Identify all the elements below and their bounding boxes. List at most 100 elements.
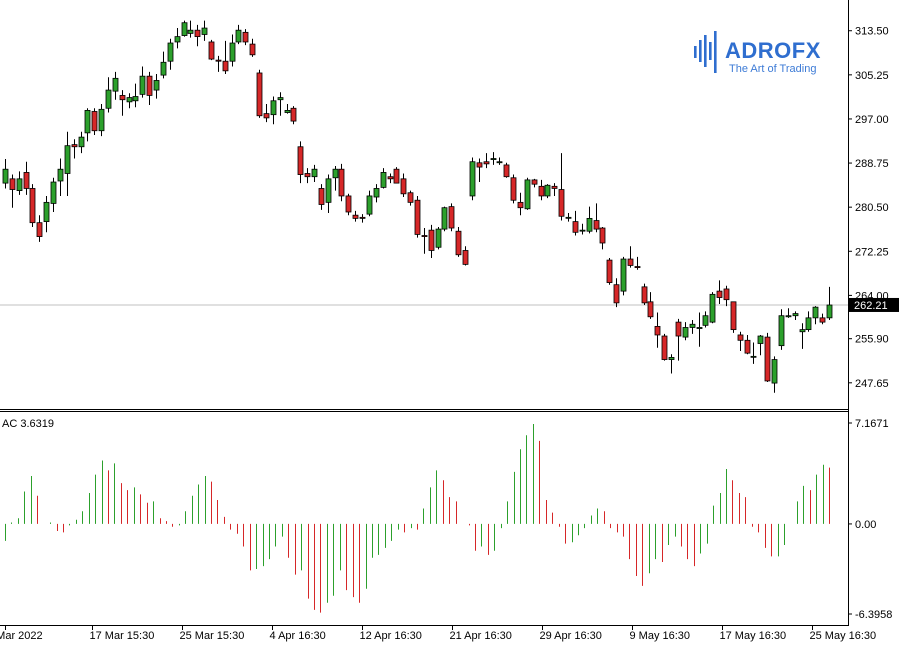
candle [558, 153, 565, 221]
candle [579, 223, 586, 235]
candle [174, 28, 181, 49]
bull-candle-body [490, 158, 497, 160]
candle [160, 51, 167, 79]
bear-candle-body [400, 178, 407, 195]
bull-candle-body [826, 304, 833, 319]
bull-candle-body [284, 109, 291, 113]
candle [730, 301, 737, 333]
bear-candle-body [352, 214, 359, 219]
bull-candle-body [112, 77, 119, 92]
bear-candle-body [23, 172, 30, 189]
candle [270, 96, 277, 125]
indicator-panel[interactable] [5, 423, 830, 613]
candle [359, 214, 366, 223]
candle [9, 174, 16, 208]
candle [235, 24, 242, 45]
bear-candle-body [36, 222, 43, 237]
price-tick-label: 272.25 [855, 246, 889, 258]
candle [503, 162, 510, 178]
candle [675, 318, 682, 361]
candle [400, 173, 407, 198]
bear-candle-body [551, 185, 558, 189]
candle [538, 179, 545, 201]
candle [551, 183, 558, 196]
bear-candle-body [146, 75, 153, 96]
bear-candle-body [359, 216, 366, 219]
candle [249, 38, 256, 57]
candle [126, 93, 133, 109]
bear-candle-body [387, 176, 394, 180]
candle [393, 167, 400, 184]
candle [119, 90, 126, 116]
bear-candle-body [249, 43, 256, 56]
bull-candle-body [160, 61, 167, 76]
bull-candle-body [668, 357, 675, 360]
candle [181, 20, 188, 37]
candle [78, 131, 85, 154]
bull-candle-body [620, 258, 627, 292]
candle [799, 323, 806, 349]
bear-candle-body [91, 111, 98, 132]
candle [91, 108, 98, 135]
bull-candle-body [373, 188, 380, 198]
candle [572, 210, 579, 236]
bull-candle-body [565, 216, 572, 219]
bear-candle-body [222, 60, 229, 72]
candle [723, 285, 730, 307]
bear-candle-body [462, 250, 469, 265]
bear-candle-body [119, 95, 126, 101]
time-tick-label: 9 May 16:30 [630, 630, 691, 642]
candle [490, 152, 497, 165]
candle [290, 106, 297, 125]
bear-candle-body [599, 227, 606, 244]
candle [641, 283, 648, 306]
indicator-tick-label: 7.1671 [855, 418, 889, 430]
bull-candle-body [586, 218, 593, 232]
candle [64, 131, 71, 196]
bull-candle-body [785, 315, 792, 318]
candle [380, 168, 387, 189]
candle [435, 226, 442, 250]
candle [785, 308, 792, 318]
bull-candle-body [187, 29, 194, 34]
time-tick-label: 25 Mar 15:30 [180, 630, 245, 642]
candle [29, 184, 36, 227]
bull-candle-body [167, 42, 174, 62]
candle [682, 322, 689, 341]
candle [764, 332, 771, 383]
bull-candle-body [16, 178, 23, 191]
bull-candle-body [229, 42, 236, 62]
price-tick-label: 247.65 [855, 378, 889, 390]
candle [544, 184, 551, 199]
current-price-label-bg [849, 297, 899, 312]
candle [709, 292, 716, 324]
bull-candle-body [757, 335, 764, 344]
time-tick-label: 29 Apr 16:30 [540, 630, 602, 642]
bear-candle-body [242, 31, 249, 43]
candle [256, 69, 263, 118]
bear-candle-body [675, 321, 682, 337]
bear-candle-body [593, 220, 600, 230]
candle [414, 195, 421, 238]
bull-candle-body [579, 229, 586, 232]
price-tick-label: 288.75 [855, 158, 889, 170]
bull-candle-body [181, 22, 188, 36]
candle [696, 312, 703, 347]
candle [318, 184, 325, 210]
price-panel[interactable] [0, 20, 848, 393]
candle [2, 159, 9, 189]
bear-candle-body [716, 290, 723, 298]
bear-candle-body [531, 179, 538, 185]
bull-candle-body [709, 293, 716, 323]
bull-candle-body [64, 145, 71, 174]
bear-candle-body [194, 29, 201, 38]
candle [43, 195, 50, 233]
bull-candle-body [311, 168, 318, 178]
candle [332, 166, 339, 191]
candle [496, 157, 503, 165]
bear-candle-body [304, 173, 311, 178]
bear-candle-body [208, 41, 215, 60]
candle [517, 192, 524, 216]
bear-candle-body [661, 335, 668, 360]
